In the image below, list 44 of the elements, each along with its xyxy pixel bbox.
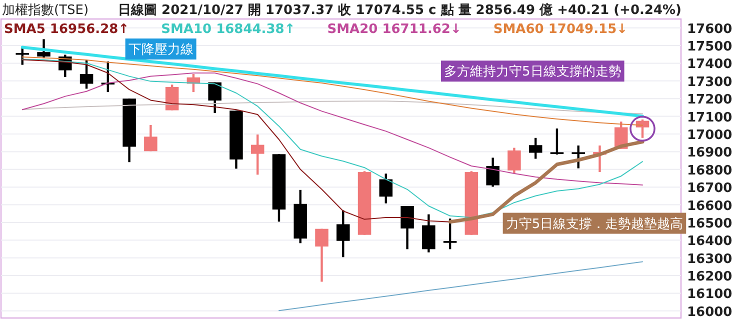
candlestick [379,172,393,204]
annotation: 多方維持力守5日線支撐的走勢 [444,64,622,80]
candlestick [550,127,564,156]
y-tick-label: 17000 [687,128,732,143]
candlestick [315,228,328,283]
y-tick-label: 17600 [687,22,732,37]
y-tick-label: 16800 [687,163,732,178]
text: SMA10 16844.38↑ [161,22,296,37]
y-tick-label: 16000 [687,304,732,320]
candlestick [336,209,350,258]
candlestick [443,217,457,250]
candlestick [486,156,500,188]
candlestick [37,38,50,60]
candlestick [422,213,436,254]
y-tick-label: 16100 [687,287,732,302]
text: SMA5 16956.28↑ [4,22,130,37]
candlestick [208,81,222,114]
text: SMA20 16711.62↓ [327,22,462,37]
y-tick-label: 17200 [687,92,732,108]
candlestick [528,136,542,160]
y-tick-label: 16600 [687,198,732,214]
y-tick-label: 16300 [687,252,732,267]
y-tick-label: 16900 [687,146,732,161]
y-tick-label: 16200 [687,270,732,285]
annotation: 力守5日線支撐．走勢越墊越高 [506,216,684,232]
y-tick-label: 16500 [687,216,732,232]
candlestick [508,146,521,175]
chart-subtitle: 日線圖 2021/10/27 開 17037.37 收 17074.55 c 點 量 2856.49 億 +40.21 (+0.24%) [118,2,682,18]
candlestick [250,133,264,176]
candlestick [144,124,158,152]
y-tick-label: 17300 [687,74,732,90]
text: SMA60 17049.15↓ [493,22,628,37]
y-tick-label: 17400 [687,57,732,72]
candlestick [400,204,414,250]
candlestick [16,47,30,66]
y-tick-label: 17500 [687,40,732,55]
y-tick-label: 16700 [687,181,732,196]
y-tick-label: 16400 [687,234,732,250]
chart-title: 加權指數(TSE) [2,3,89,18]
candlestick [572,144,585,170]
y-tick-label: 17100 [687,110,732,126]
annotation: 下降壓力線 [128,42,194,58]
candlestick [80,59,94,90]
line-series [278,261,643,312]
